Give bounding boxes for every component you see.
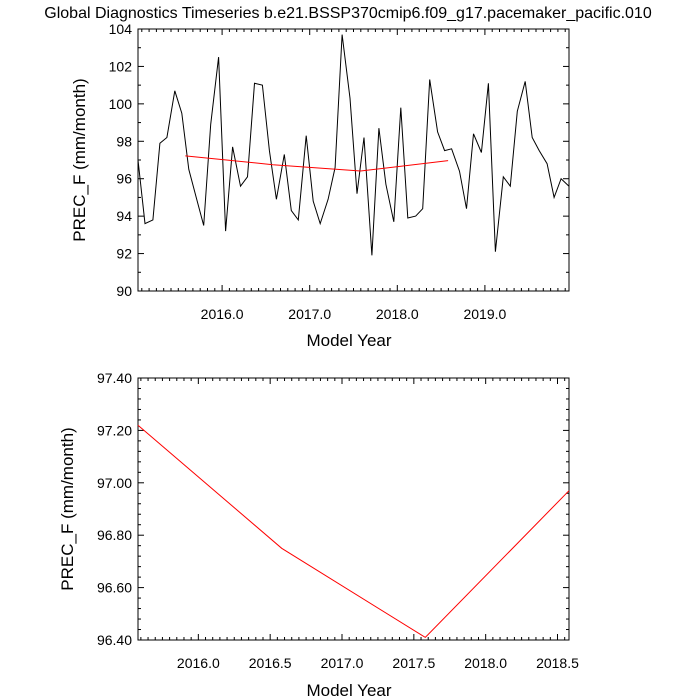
x-axis-label: Model Year <box>306 331 391 350</box>
x-tick-label: 2016.0 <box>177 655 220 671</box>
y-tick-label: 98 <box>116 133 132 149</box>
y-tick-label: 96.80 <box>97 527 132 543</box>
y-tick-label: 100 <box>109 96 133 112</box>
y-tick-label: 97.00 <box>97 475 132 491</box>
y-axis-label: PREC_F (mm/month) <box>70 78 89 241</box>
x-tick-label: 2016.0 <box>201 306 244 322</box>
series-line-monthly <box>137 34 570 256</box>
y-tick-label: 90 <box>116 283 132 299</box>
x-tick-label: 2016.5 <box>249 655 292 671</box>
y-tick-label: 94 <box>116 208 132 224</box>
x-tick-label: 2018.0 <box>376 306 419 322</box>
figure-title: Global Diagnostics Timeseries b.e21.BSSP… <box>44 5 652 22</box>
series-line-annual-mean <box>185 155 449 172</box>
x-tick-label: 2019.0 <box>463 306 506 322</box>
series-line-annual-mean <box>137 424 570 639</box>
x-tick-label: 2018.0 <box>464 655 507 671</box>
y-tick-label: 102 <box>109 58 133 74</box>
y-tick-label: 92 <box>116 246 132 262</box>
x-tick-label: 2017.0 <box>288 306 331 322</box>
plot-frame <box>137 28 570 292</box>
y-tick-label: 97.20 <box>97 422 132 438</box>
y-tick-label: 104 <box>109 21 133 37</box>
x-tick-label: 2018.5 <box>536 655 579 671</box>
y-tick-label: 96 <box>116 171 132 187</box>
y-tick-label: 96.60 <box>97 580 132 596</box>
panel-annual: 96.40 96.60 96.80 97.00 97.20 97.40 2016.0 2016… <box>58 370 579 700</box>
y-tick-label: 97.40 <box>97 370 132 386</box>
x-tick-label: 2017.0 <box>321 655 364 671</box>
plot-frame <box>137 377 570 641</box>
x-tick-label: 2017.5 <box>392 655 435 671</box>
panel-monthly: 90 92 94 96 98 100 102 104 2016.0 2017.0 2018.0 201… <box>70 21 570 350</box>
y-axis-label: PREC_F (mm/month) <box>58 427 77 590</box>
x-axis-label: Model Year <box>306 681 391 700</box>
y-tick-label: 96.40 <box>97 632 132 648</box>
